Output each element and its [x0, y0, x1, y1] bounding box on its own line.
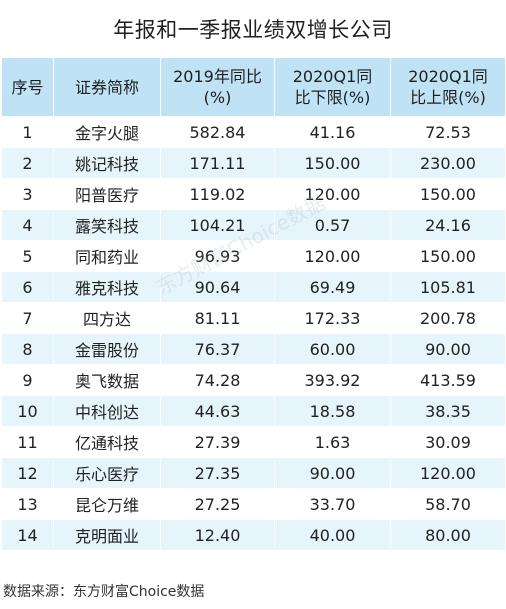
table-cell: 7 [1, 302, 54, 334]
table-cell: 24.16 [390, 209, 506, 241]
table-row: 10 中科创达 44.63 18.58 38.35 [1, 395, 506, 427]
header-row: 序号 证券简称 2019年同比 (%) 2020Q1同 比下限(%) 2020Q1同… [1, 57, 506, 117]
table-cell: 120.00 [390, 457, 506, 489]
header-cell: 2020Q1同 比上限(%) [390, 57, 506, 117]
table-cell: 4 [1, 209, 54, 241]
header-cell: 2020Q1同 比下限(%) [274, 57, 391, 117]
table-cell: 60.00 [274, 333, 391, 365]
table-cell: 90.64 [160, 271, 275, 303]
table-row: 9 奥飞数据 74.28 393.92 413.59 [1, 364, 506, 396]
table-cell: 9 [1, 364, 54, 396]
table-row: 11 亿通科技 27.39 1.63 30.09 [1, 426, 506, 458]
table-cell: 露笑科技 [53, 209, 161, 241]
table-cell: 金雷股份 [53, 333, 161, 365]
table-cell: 2 [1, 147, 54, 179]
table-row: 13 昆仑万维 27.25 33.70 58.70 [1, 488, 506, 520]
table-cell: 40.00 [274, 519, 391, 551]
table-cell: 6 [1, 271, 54, 303]
table-cell: 18.58 [274, 395, 391, 427]
table-cell: 乐心医疗 [53, 457, 161, 489]
table-cell: 200.78 [390, 302, 506, 334]
table-cell: 80.00 [390, 519, 506, 551]
table-cell: 393.92 [274, 364, 391, 396]
table-cell: 150.00 [390, 178, 506, 210]
table-cell: 58.70 [390, 488, 506, 520]
table-cell: 104.21 [160, 209, 275, 241]
table-row: 3 阳普医疗 119.02 120.00 150.00 [1, 178, 506, 210]
table-cell: 96.93 [160, 240, 275, 272]
source-note: 数据来源：东方财富Choice数据 [3, 584, 205, 600]
table-cell: 昆仑万维 [53, 488, 161, 520]
table-title: 年报和一季报业绩双增长公司 [113, 18, 393, 42]
table-cell: 克明面业 [53, 519, 161, 551]
table-cell: 150.00 [274, 147, 391, 179]
table-cell: 13 [1, 488, 54, 520]
table-cell: 120.00 [274, 178, 391, 210]
table-cell: 雅克科技 [53, 271, 161, 303]
performance-table: 序号 证券简称 2019年同比 (%) 2020Q1同 比下限(%) 2020Q1同… [1, 57, 506, 551]
table-cell: 74.28 [160, 364, 275, 396]
table-cell: 172.33 [274, 302, 391, 334]
table-row: 14 克明面业 12.40 40.00 80.00 [1, 519, 506, 551]
table-cell: 90.00 [390, 333, 506, 365]
table-cell: 同和药业 [53, 240, 161, 272]
table-cell: 阳普医疗 [53, 178, 161, 210]
table-cell: 582.84 [160, 116, 275, 148]
table-cell: 14 [1, 519, 54, 551]
table-cell: 0.57 [274, 209, 391, 241]
table-cell: 72.53 [390, 116, 506, 148]
table-cell: 69.49 [274, 271, 391, 303]
table-row: 4 露笑科技 104.21 0.57 24.16 [1, 209, 506, 241]
table-cell: 11 [1, 426, 54, 458]
table-cell: 44.63 [160, 395, 275, 427]
table-cell: 41.16 [274, 116, 391, 148]
table-cell: 33.70 [274, 488, 391, 520]
table-row: 8 金雷股份 76.37 60.00 90.00 [1, 333, 506, 365]
table-row: 12 乐心医疗 27.35 90.00 120.00 [1, 457, 506, 489]
table-cell: 105.81 [390, 271, 506, 303]
table-cell: 76.37 [160, 333, 275, 365]
table-cell: 姚记科技 [53, 147, 161, 179]
table-cell: 亿通科技 [53, 426, 161, 458]
table-cell: 金字火腿 [53, 116, 161, 148]
table-row: 6 雅克科技 90.64 69.49 105.81 [1, 271, 506, 303]
table-cell: 413.59 [390, 364, 506, 396]
header-cell: 序号 [1, 57, 54, 117]
table-cell: 12.40 [160, 519, 275, 551]
header-cell: 证券简称 [53, 57, 161, 117]
table-row: 7 四方达 81.11 172.33 200.78 [1, 302, 506, 334]
table-cell: 1.63 [274, 426, 391, 458]
table-cell: 120.00 [274, 240, 391, 272]
header-cell: 2019年同比 (%) [160, 57, 275, 117]
table-cell: 90.00 [274, 457, 391, 489]
table-cell: 12 [1, 457, 54, 489]
table-cell: 3 [1, 178, 54, 210]
table-row: 2 姚记科技 171.11 150.00 230.00 [1, 147, 506, 179]
table-cell: 中科创达 [53, 395, 161, 427]
table-row: 5 同和药业 96.93 120.00 150.00 [1, 240, 506, 272]
table-cell: 38.35 [390, 395, 506, 427]
table-cell: 230.00 [390, 147, 506, 179]
table-cell: 27.25 [160, 488, 275, 520]
table-cell: 四方达 [53, 302, 161, 334]
table-cell: 1 [1, 116, 54, 148]
table-cell: 119.02 [160, 178, 275, 210]
table-row: 1 金字火腿 582.84 41.16 72.53 [1, 116, 506, 148]
table-cell: 5 [1, 240, 54, 272]
table-cell: 171.11 [160, 147, 275, 179]
table-cell: 150.00 [390, 240, 506, 272]
table-cell: 81.11 [160, 302, 275, 334]
table-cell: 27.35 [160, 457, 275, 489]
table-cell: 10 [1, 395, 54, 427]
table-cell: 27.39 [160, 426, 275, 458]
table-cell: 8 [1, 333, 54, 365]
table-cell: 30.09 [390, 426, 506, 458]
table-cell: 奥飞数据 [53, 364, 161, 396]
